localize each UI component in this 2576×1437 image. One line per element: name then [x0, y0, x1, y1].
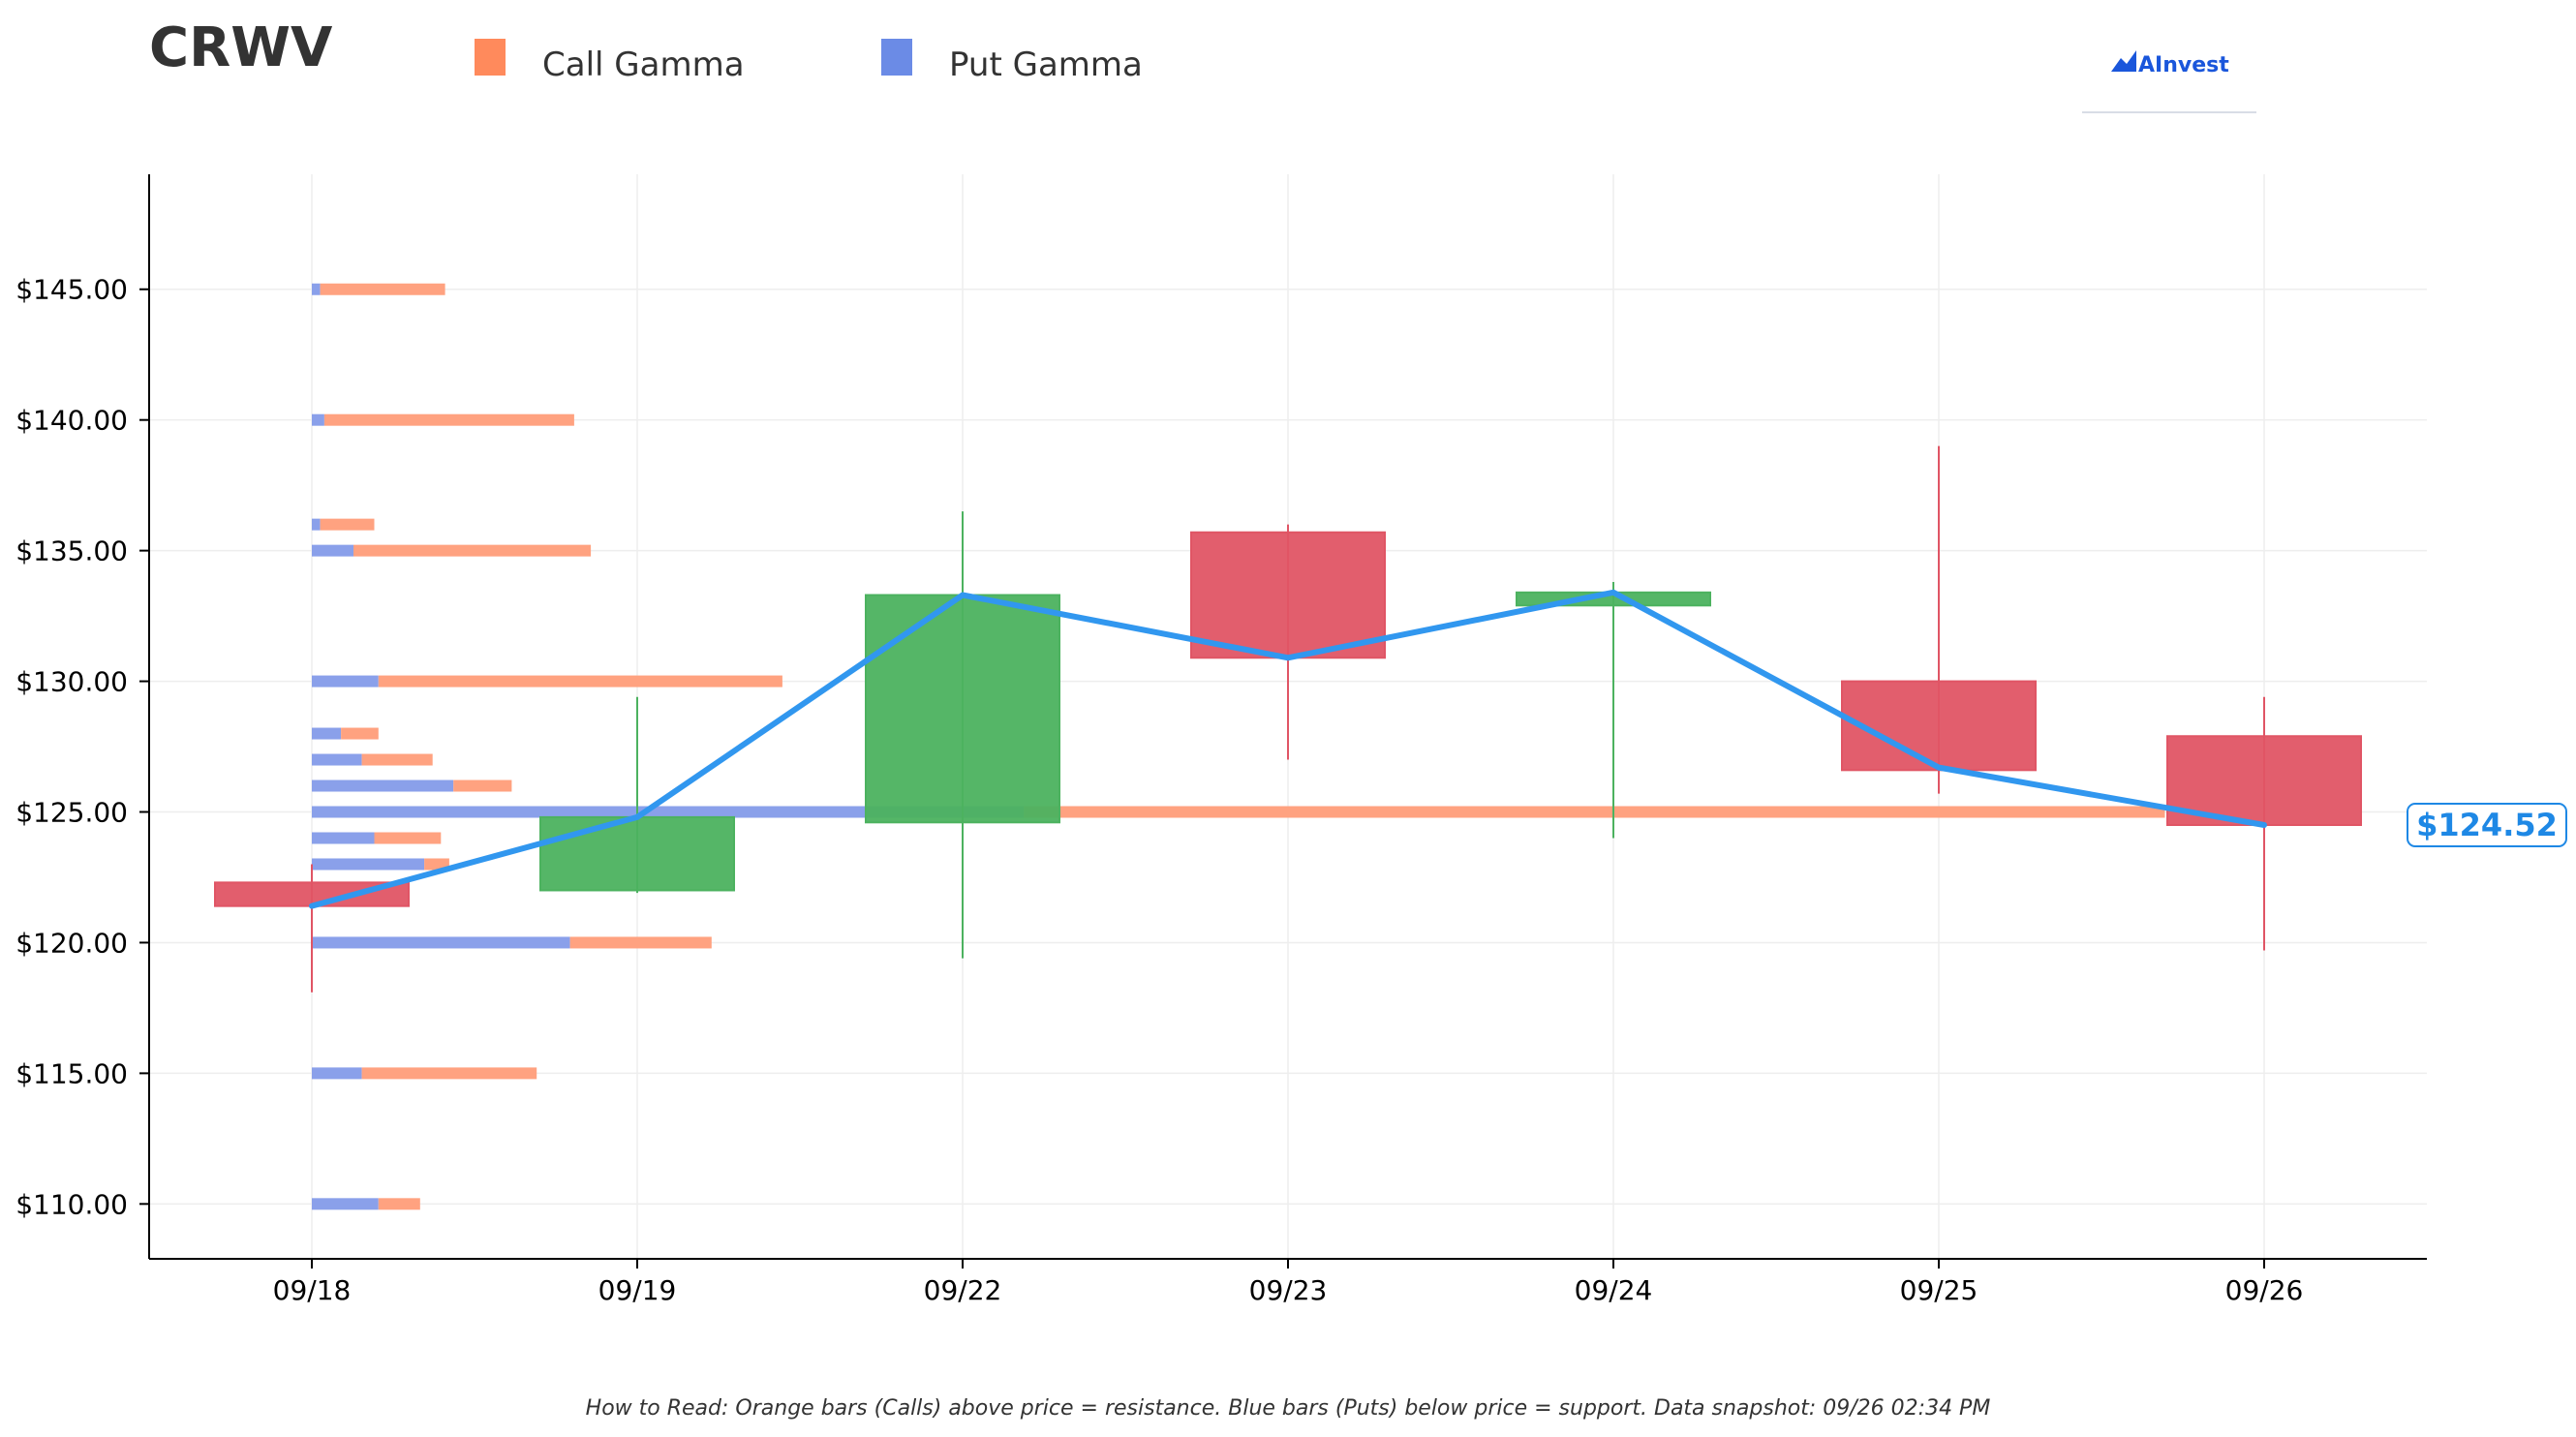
call-gamma-bar-145 [320, 283, 445, 295]
x-tick-label: 09/25 [1900, 1274, 1978, 1306]
call-gamma-bar-140 [323, 413, 574, 426]
y-tick-label: $110.00 [15, 1188, 128, 1220]
current-price-label: $124.52 [2407, 803, 2567, 847]
put-gamma-bar-126 [312, 780, 454, 792]
call-gamma-bar-125 [1024, 806, 2165, 818]
how-to-read-note: How to Read: Orange bars (Calls) above p… [586, 1396, 1991, 1421]
candle-09/23 [1190, 524, 1386, 760]
candle-body [2166, 735, 2362, 826]
call-gamma-bar-136 [320, 518, 375, 531]
y-tick-label: $125.00 [15, 797, 128, 829]
put-gamma-bar-110 [312, 1198, 379, 1210]
current-price-text: $124.52 [2416, 807, 2558, 843]
x-tick-label: 09/19 [598, 1274, 677, 1306]
call-gamma-bar-126 [453, 780, 512, 792]
call-gamma-bar-124 [374, 832, 442, 844]
y-tick-label: $115.00 [15, 1057, 128, 1089]
put-gamma-bar-136 [312, 518, 321, 531]
price-line [309, 589, 2267, 909]
gamma-bars [312, 283, 2165, 1210]
put-gamma-bar-145 [312, 283, 321, 295]
legend: Call Gamma Put Gamma [475, 39, 1143, 84]
candle-body [865, 594, 1060, 824]
put-gamma-bar-140 [312, 413, 324, 426]
y-axis-ticks: $110.00 $115.00 $120.00 $125.00 $130.00 $135.… [15, 274, 149, 1220]
candle-09/24 [1516, 582, 1711, 839]
brand-logo-text: AInvest [2138, 53, 2229, 77]
call-gamma-bar-130 [378, 675, 782, 688]
call-gamma-bar-135 [353, 544, 592, 557]
put-gamma-bar-123 [312, 858, 425, 871]
x-tick-label: 09/26 [2225, 1274, 2304, 1306]
x-tick-label: 09/22 [924, 1274, 1002, 1306]
candle-09/25 [1841, 445, 2037, 794]
candle-body [1190, 531, 1386, 659]
legend-put-swatch [881, 39, 912, 76]
candle-body [539, 815, 735, 892]
call-gamma-bar-120 [569, 936, 712, 949]
call-gamma-bar-110 [378, 1198, 420, 1210]
put-gamma-bar-127 [312, 753, 362, 766]
put-gamma-bar-128 [312, 727, 342, 740]
y-tick-label: $135.00 [15, 535, 128, 567]
price-line-layer [309, 589, 2267, 909]
call-gamma-bar-123 [424, 858, 449, 871]
put-gamma-bar-130 [312, 675, 379, 688]
brand-logo-icon [2111, 50, 2136, 72]
x-tick-label: 09/23 [1249, 1274, 1328, 1306]
put-gamma-bar-120 [312, 936, 570, 949]
x-tick-label: 09/24 [1575, 1274, 1653, 1306]
candle-09/18 [214, 864, 410, 993]
y-tick-label: $140.00 [15, 405, 128, 437]
legend-call-swatch [475, 39, 506, 76]
y-tick-label: $120.00 [15, 927, 128, 959]
call-gamma-bar-128 [341, 727, 379, 740]
current-price-box [2407, 803, 2567, 847]
put-gamma-bar-124 [312, 832, 375, 844]
candle-body [1841, 680, 2037, 772]
candle-09/22 [865, 511, 1060, 959]
x-tick-label: 09/18 [273, 1274, 352, 1306]
y-tick-label: $130.00 [15, 666, 128, 698]
put-gamma-bar-115 [312, 1067, 362, 1080]
candle-09/19 [539, 696, 735, 894]
put-gamma-bar-135 [312, 544, 353, 557]
legend-put-label: Put Gamma [949, 46, 1143, 84]
put-gamma-bar-125 [312, 806, 1025, 818]
call-gamma-bar-127 [361, 753, 433, 766]
call-gamma-bar-115 [361, 1067, 537, 1080]
candle-09/26 [2166, 696, 2362, 951]
ticker-title: CRWV [149, 16, 333, 79]
y-tick-label: $145.00 [15, 274, 128, 306]
brand-logo: AInvest [2082, 50, 2256, 113]
x-axis-ticks: 09/18 09/19 09/22 09/23 09/24 09/25 09/26 [273, 1259, 2304, 1306]
legend-call-label: Call Gamma [542, 46, 745, 84]
